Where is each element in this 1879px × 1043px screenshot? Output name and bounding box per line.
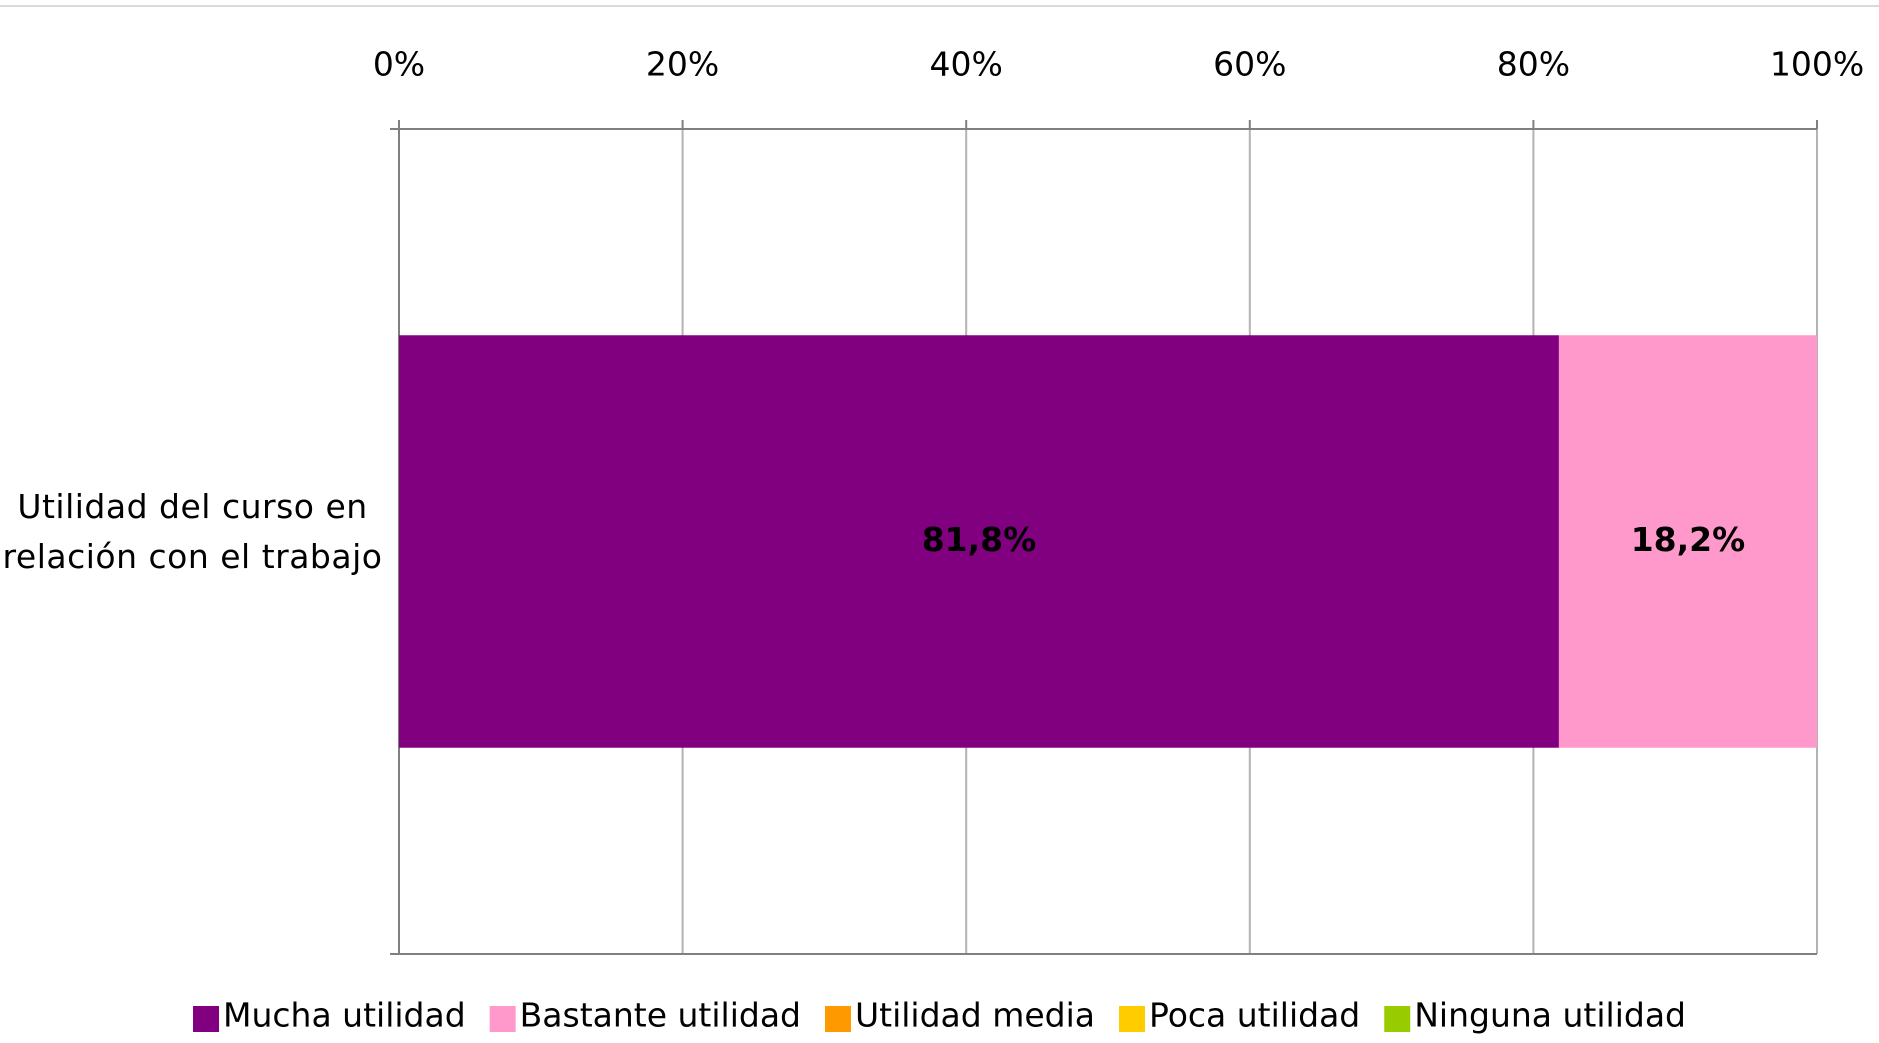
x-tick-label: 60% [1213,45,1286,84]
x-tick-label: 100% [1770,45,1864,84]
category-label-box: Utilidad del curso en relación con el tr… [2,486,383,576]
legend-swatch [489,1006,516,1032]
legend-swatch [1119,1006,1145,1032]
bar-segment [1558,335,1817,748]
legend-swatch [825,1006,851,1032]
data-label: 18,2% [1631,520,1746,559]
legend-label: Bastante utilidad [520,996,801,1035]
legend-label: Mucha utilidad [223,996,466,1035]
legend-label: Poca utilidad [1149,996,1360,1035]
x-tick-label: 20% [646,45,719,84]
x-tick-label: 80% [1497,45,1570,84]
legend-label: Utilidad media [855,996,1095,1035]
data-label: 81,8% [922,520,1037,559]
y-tick-label: Utilidad del curso en relación con el tr… [2,486,383,576]
bar-segment [399,335,1559,748]
legend-label: Ninguna utilidad [1414,996,1686,1035]
x-tick-label: 40% [930,45,1003,84]
x-tick-label: 0% [373,45,425,84]
legend-swatch [193,1006,220,1032]
legend-swatch [1384,1006,1411,1032]
